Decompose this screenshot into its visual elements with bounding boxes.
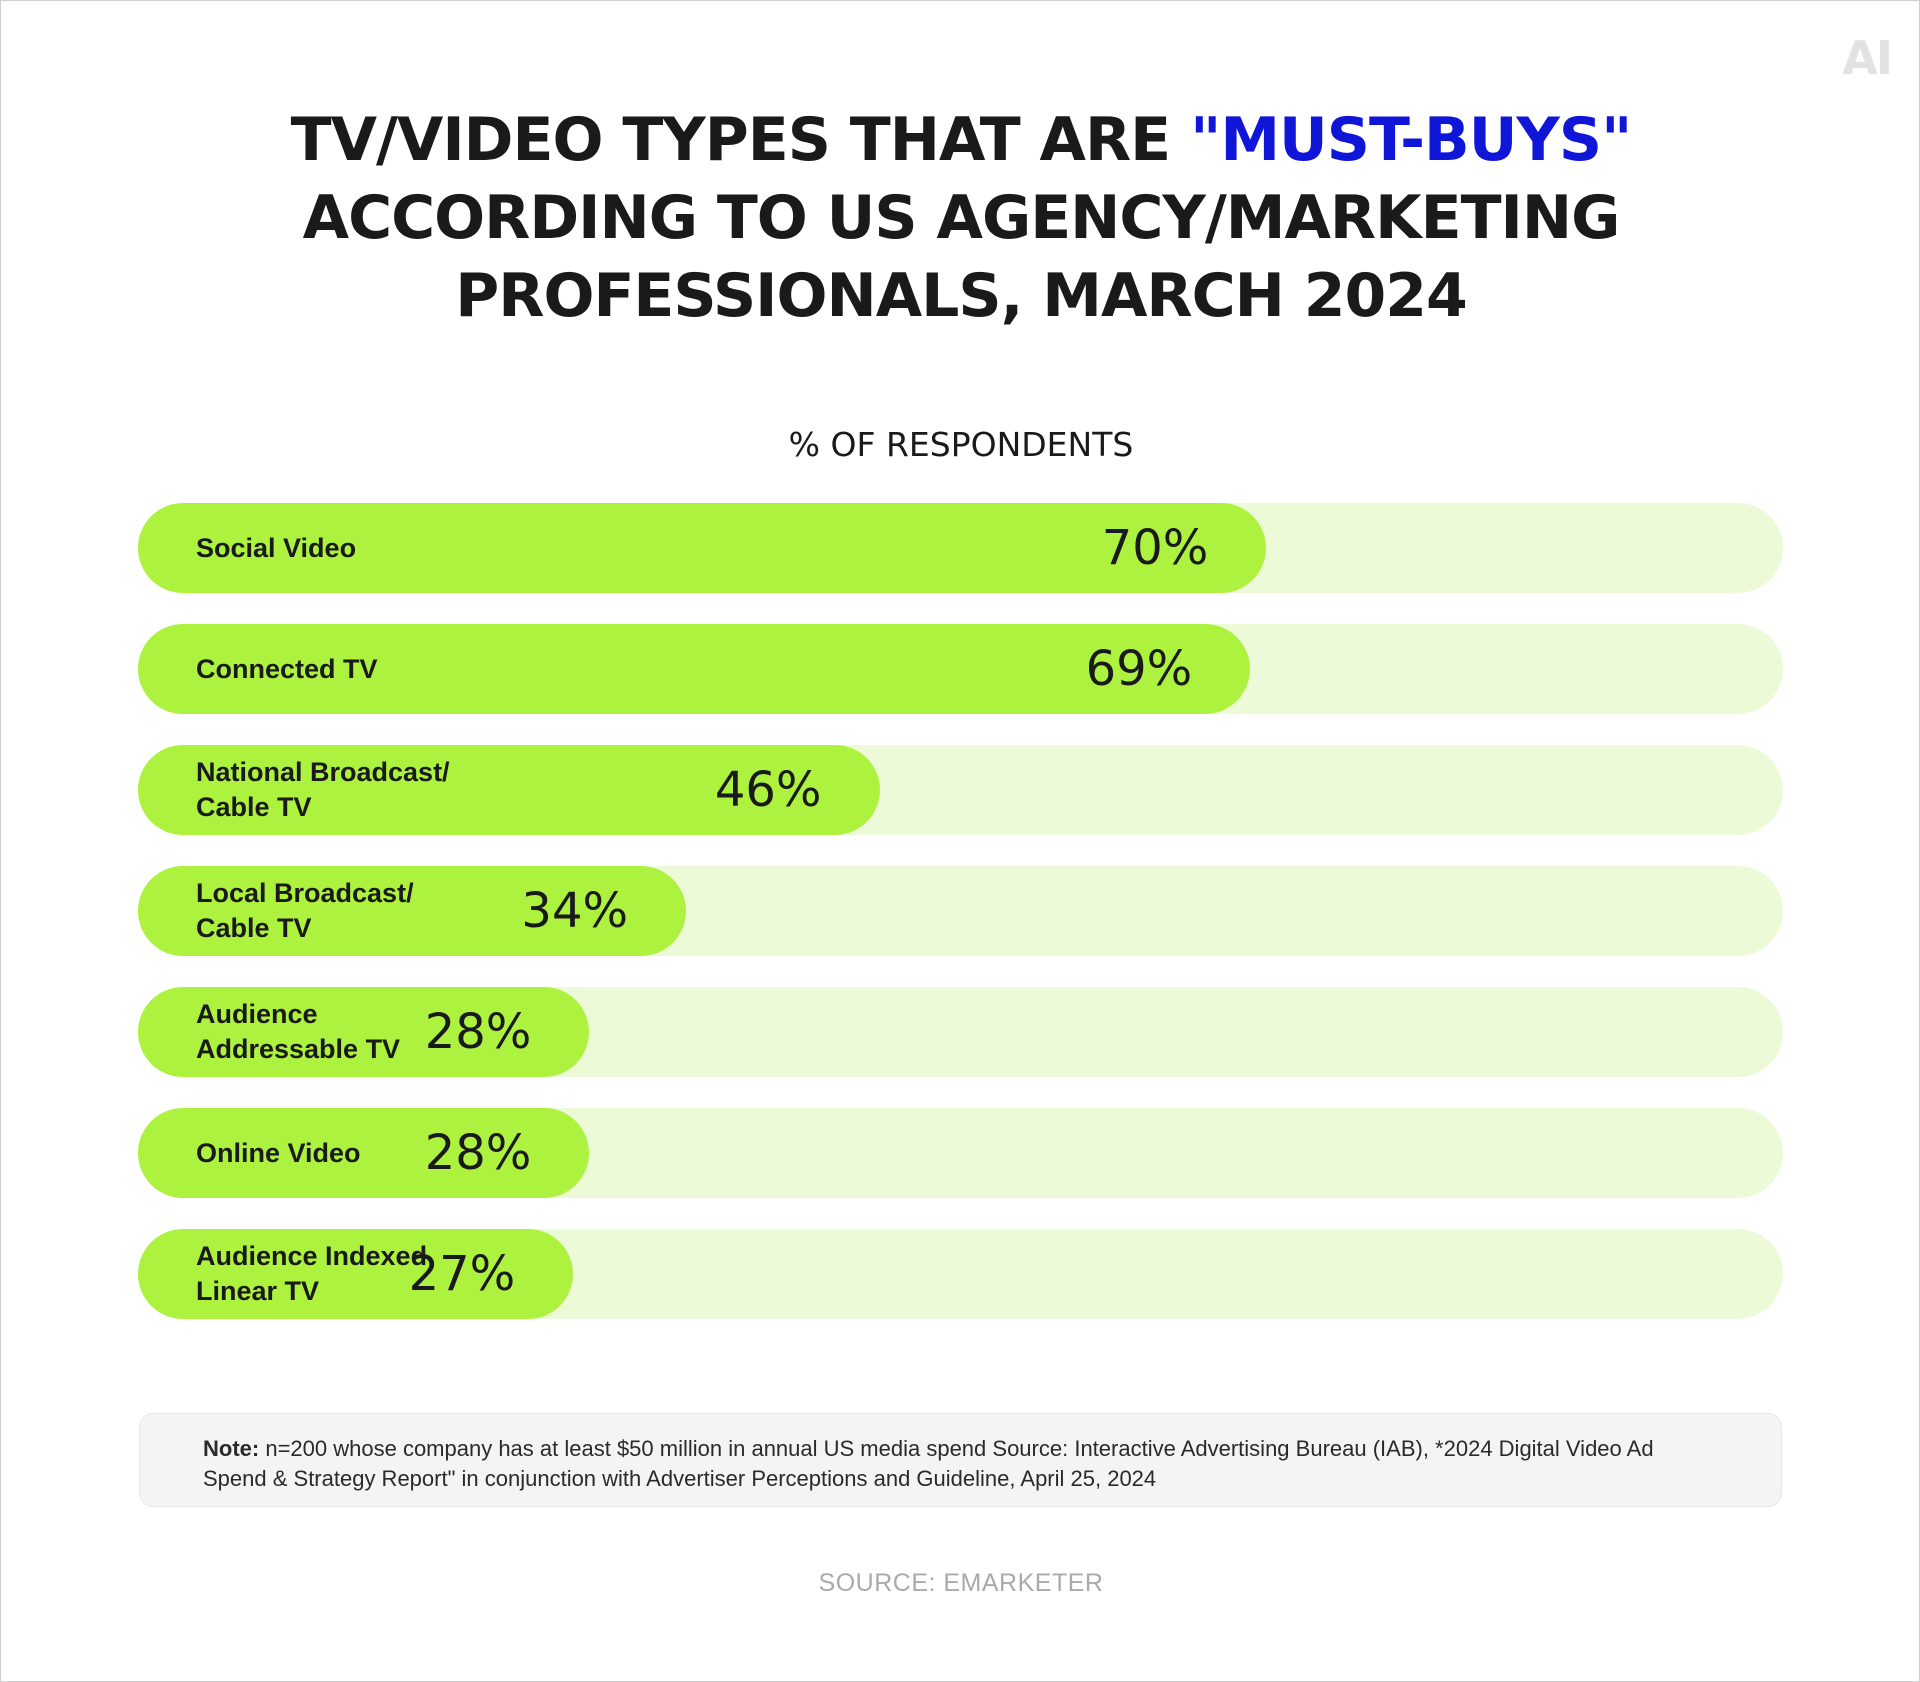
- bar-category-label: Social Video: [196, 532, 357, 563]
- bar-category-label: Audience Addressable TV: [196, 999, 401, 1064]
- title-highlight: "MUST-BUYS": [1190, 105, 1632, 175]
- bar-value-label: 46%: [714, 762, 822, 818]
- note-text: n=200 whose company has at least $50 mil…: [203, 1436, 1654, 1491]
- bar-value-label: 28%: [424, 1004, 532, 1060]
- note-box: Note: n=200 whose company has at least $…: [139, 1413, 1782, 1507]
- title-part1: TV/VIDEO TYPES THAT ARE: [290, 105, 1191, 175]
- bar-category-label: Online Video: [196, 1137, 361, 1168]
- bar-value-label: 34%: [521, 883, 629, 939]
- bar-track: Social Video 70%: [138, 503, 1783, 593]
- chart-subtitle: % OF RESPONDENTS: [788, 425, 1134, 464]
- bar-track: Audience Indexed Linear TV 27%: [138, 1229, 1783, 1319]
- title-line2: ACCORDING TO US AGENCY/MARKETING: [302, 183, 1621, 253]
- bar-fill: [138, 503, 1267, 593]
- title-line3: PROFESSIONALS, MARCH 2024: [455, 261, 1467, 331]
- bar-value-label: 70%: [1101, 520, 1209, 576]
- bar-track: Online Video 28%: [138, 1108, 1783, 1198]
- source-credit: SOURCE: EMARKETER: [818, 1569, 1104, 1597]
- bar-value-label: 27%: [408, 1246, 516, 1302]
- bar-fill: [138, 987, 590, 1077]
- brand-logo: AI: [1842, 31, 1893, 85]
- bar-category-label: Audience Indexed Linear TV: [196, 1241, 428, 1306]
- bar-fill: [138, 1108, 590, 1198]
- bar-fill: [138, 1229, 574, 1319]
- bar-category-label: National Broadcast/ Cable TV: [196, 757, 450, 822]
- bar-track: Audience Addressable TV 28%: [138, 987, 1783, 1077]
- chart-title: TV/VIDEO TYPES THAT ARE "MUST-BUYS" ACCO…: [1, 101, 1920, 335]
- bar-category-label: Connected TV: [196, 653, 378, 684]
- bar-track: National Broadcast/ Cable TV 46%: [138, 745, 1783, 835]
- bar-fill: [138, 745, 880, 835]
- bar-track: Local Broadcast/ Cable TV 34%: [138, 866, 1783, 956]
- bar-value-label: 69%: [1085, 641, 1193, 697]
- bar-category-label: Local Broadcast/ Cable TV: [196, 878, 414, 943]
- bar-fill: [138, 624, 1251, 714]
- bar-track: Connected TV 69%: [138, 624, 1783, 714]
- note-label: Note:: [203, 1436, 260, 1461]
- bar-list: Social Video 70% Connected TV 69% National B…: [138, 503, 1783, 1350]
- bar-fill: [138, 866, 687, 956]
- bar-value-label: 28%: [424, 1125, 532, 1181]
